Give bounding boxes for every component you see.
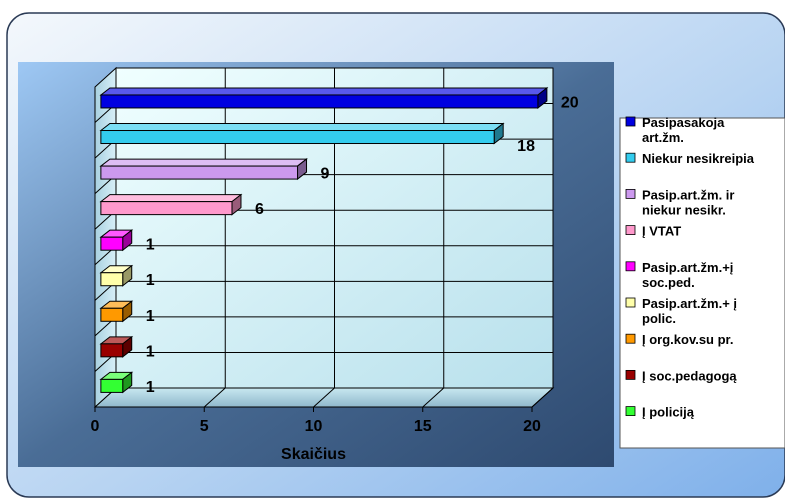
legend-label: niekur nesikr. bbox=[642, 202, 726, 217]
bar-5 bbox=[99, 229, 134, 252]
gridline-floor bbox=[313, 387, 335, 408]
legend-label: Pasip.art.žm.+ į bbox=[642, 296, 737, 311]
bar-top-face bbox=[99, 158, 308, 167]
x-tick-label: 10 bbox=[305, 418, 323, 435]
legend-label: Į policiją bbox=[642, 405, 695, 420]
x-axis-title: Skaičius bbox=[281, 446, 346, 463]
legend-swatch bbox=[625, 225, 636, 236]
x-tick-label: 20 bbox=[523, 418, 541, 435]
legend-label: Į soc.pedagogą bbox=[642, 368, 737, 383]
legend-item: Į org.kov.su pr. bbox=[625, 332, 734, 347]
bar-top-face bbox=[99, 87, 549, 96]
legend-swatch bbox=[625, 261, 636, 272]
legend-label: Pasip.art.žm. ir bbox=[642, 187, 734, 202]
bar-3 bbox=[99, 158, 308, 181]
x-tick-label: 5 bbox=[200, 418, 209, 435]
bar-4 bbox=[99, 193, 243, 216]
bar-data-label: 18 bbox=[517, 138, 535, 155]
bar-front-face bbox=[100, 343, 124, 358]
bar-data-label: 1 bbox=[146, 379, 155, 396]
bar-data-label: 1 bbox=[146, 272, 155, 289]
bar-top-face bbox=[99, 123, 505, 132]
bar-data-label: 1 bbox=[146, 308, 155, 325]
gridline-floor bbox=[203, 387, 226, 408]
bar-front-face bbox=[100, 130, 495, 145]
legend-label: Niekur nesikreipia bbox=[642, 151, 755, 166]
bar-1 bbox=[99, 86, 549, 109]
bar-8 bbox=[99, 335, 134, 358]
legend-label: art.žm. bbox=[642, 130, 684, 145]
legend-item: Į policiją bbox=[625, 405, 695, 420]
legend-item: Į soc.pedagogą bbox=[625, 368, 737, 383]
bar-2 bbox=[99, 122, 505, 145]
bar-top-face bbox=[99, 194, 243, 203]
bar-front-face bbox=[100, 165, 299, 180]
legend-swatch bbox=[625, 333, 636, 344]
bar-front-face bbox=[100, 272, 124, 287]
gridline-floor bbox=[422, 387, 445, 408]
plot-area: 0 5 10 15 20 20 18 9 6 1 1 1 1 1 Skaičius bbox=[91, 66, 579, 463]
legend-label: Pasipasakoja bbox=[642, 115, 725, 130]
bar-data-label: 6 bbox=[255, 201, 264, 218]
legend-label: soc.ped. bbox=[642, 275, 695, 290]
x-tick-label: 15 bbox=[414, 418, 432, 435]
legend-swatch bbox=[625, 406, 636, 417]
legend-item: Į VTAT bbox=[625, 224, 681, 239]
bar-9 bbox=[99, 371, 134, 394]
gridline-floor bbox=[531, 387, 554, 408]
bar-front-face bbox=[100, 94, 539, 109]
legend-swatch bbox=[625, 369, 636, 380]
bar-6 bbox=[99, 264, 134, 287]
legend-swatch bbox=[625, 152, 636, 163]
bar-data-label: 1 bbox=[146, 237, 155, 254]
legend-label: polic. bbox=[642, 311, 676, 326]
legend-swatch bbox=[625, 188, 636, 199]
bar-7 bbox=[99, 300, 134, 323]
legend-label: Į org.kov.su pr. bbox=[642, 332, 734, 347]
bar-front-face bbox=[100, 236, 124, 251]
legend-swatch bbox=[625, 297, 636, 308]
legend-label: Į VTAT bbox=[642, 224, 681, 239]
legend-label: Pasip.art.žm.+į bbox=[642, 260, 733, 275]
bar-data-label: 20 bbox=[561, 94, 579, 111]
legend-item: Niekur nesikreipia bbox=[625, 151, 755, 166]
x-tick-label: 0 bbox=[91, 418, 100, 435]
legend-swatch bbox=[625, 116, 636, 127]
bar-data-label: 1 bbox=[146, 343, 155, 360]
bar-front-face bbox=[100, 378, 124, 393]
bar-front-face bbox=[100, 201, 233, 216]
bar-data-label: 9 bbox=[321, 166, 330, 183]
bar-front-face bbox=[100, 307, 124, 322]
legend-box bbox=[619, 117, 785, 449]
